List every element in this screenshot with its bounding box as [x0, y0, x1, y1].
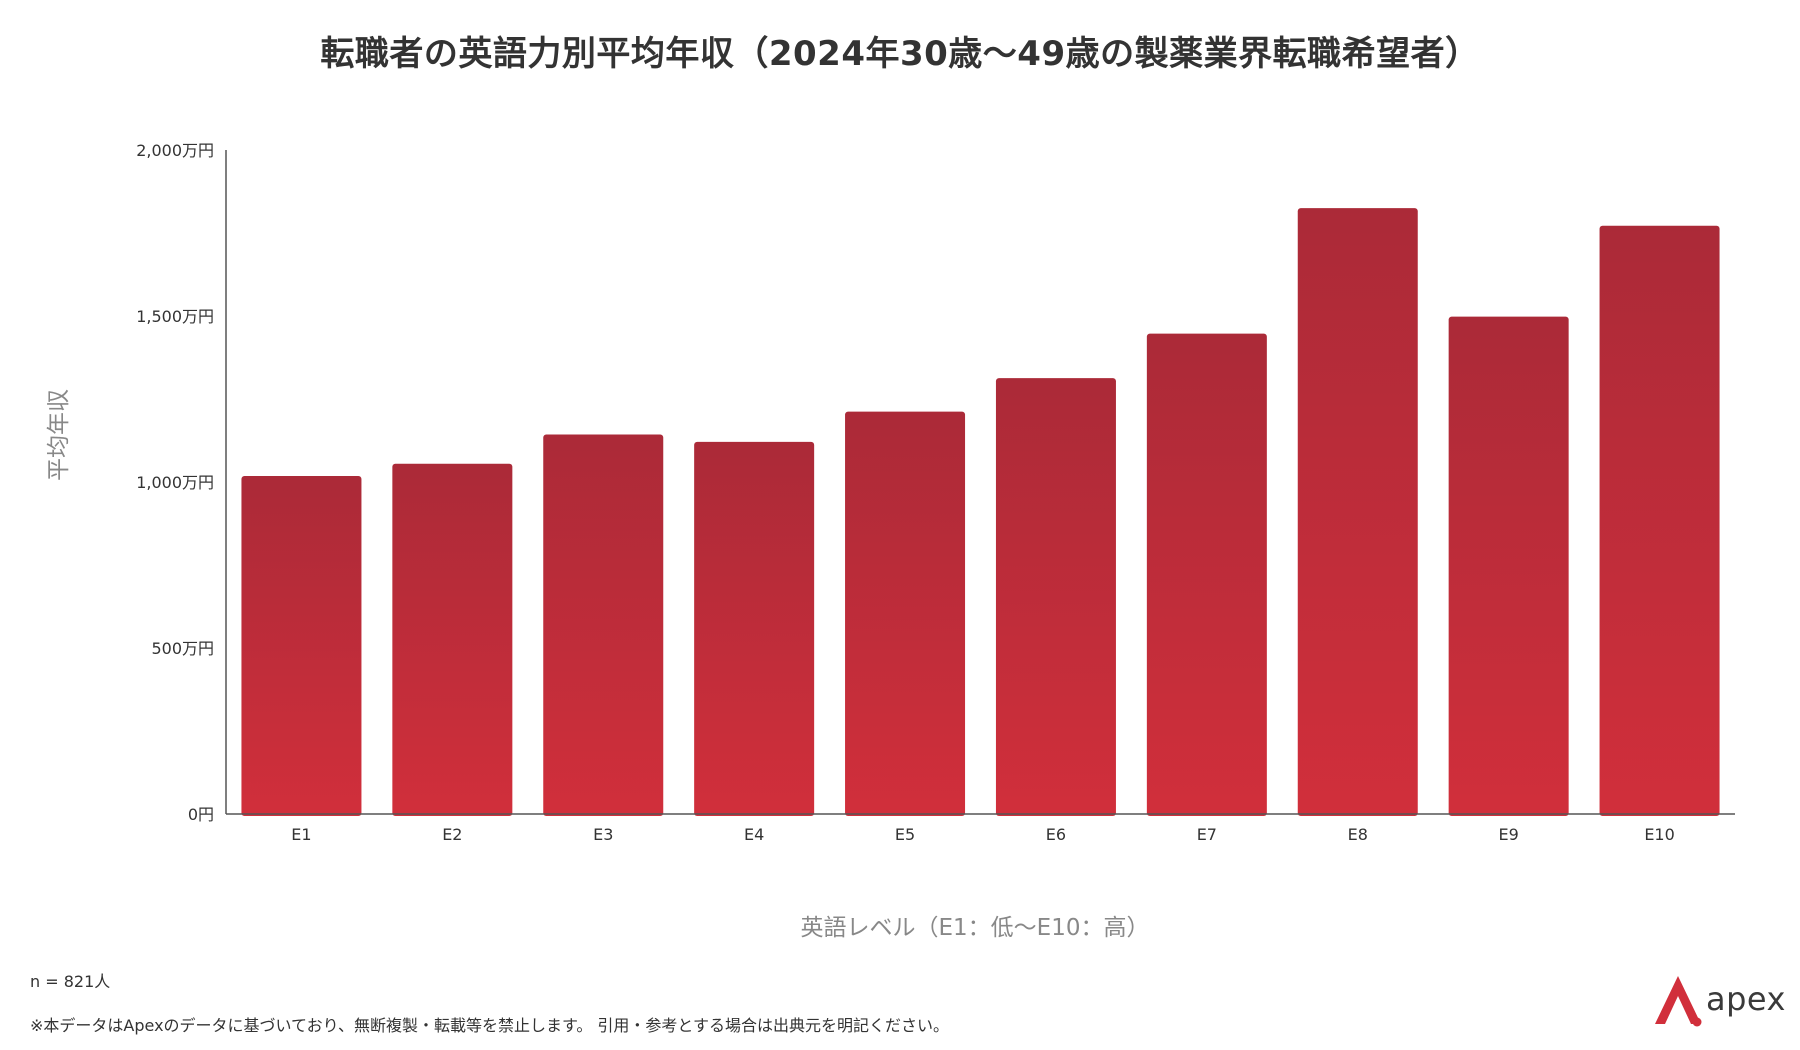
x-tick-label: E9 — [1499, 825, 1519, 844]
y-tick-label: 2,000万円 — [136, 141, 214, 160]
x-tick-label: E4 — [744, 825, 764, 844]
x-tick-label: E2 — [442, 825, 462, 844]
bar-e8 — [1297, 208, 1418, 817]
disclaimer-note: ※本データはApexのデータに基づいており、無断複製・転載等を禁止します。 引用… — [30, 1016, 949, 1035]
bar-e7 — [1146, 333, 1267, 816]
brand-name: apex — [1706, 980, 1786, 1018]
x-tick-label: E10 — [1644, 825, 1674, 844]
bar-e2 — [392, 463, 513, 816]
bar-e10 — [1599, 225, 1720, 817]
sample-size-note: n = 821人 — [30, 972, 111, 991]
ticks-layer: E1 E2 E3 E4 E5 E6 E7 E8 E9 E10 0円 500万円 1,000万円 1,500… — [136, 141, 1675, 844]
x-axis-title: 英語レベル（E1：低〜E10：高） — [801, 915, 1150, 941]
y-tick-label: 1,000万円 — [136, 473, 214, 492]
bars-layer — [241, 208, 1720, 817]
x-tick-label: E6 — [1046, 825, 1066, 844]
bar-e4 — [694, 441, 815, 816]
x-tick-label: E5 — [895, 825, 915, 844]
y-axis-title: 平均年収 — [46, 389, 72, 481]
brand-logo: apex — [1652, 972, 1785, 1032]
chart-title: 転職者の英語力別平均年収（2024年30歳〜49歳の製薬業界転職希望者） — [320, 34, 1480, 74]
x-tick-label: E3 — [593, 825, 613, 844]
y-tick-label: 1,500万円 — [136, 307, 214, 326]
axes-layer — [225, 150, 1735, 815]
x-tick-label: E8 — [1348, 825, 1368, 844]
bar-chart: E1 E2 E3 E4 E5 E6 E7 E8 E9 E10 0円 500万円 1,000万円 1,500… — [46, 141, 1735, 941]
bar-e1 — [241, 476, 362, 816]
x-tick-label: E7 — [1197, 825, 1217, 844]
bar-e9 — [1448, 316, 1569, 816]
bar-e6 — [995, 378, 1116, 816]
y-tick-label: 0円 — [188, 805, 214, 824]
bar-e3 — [543, 434, 664, 816]
apex-logo-icon — [1655, 976, 1702, 1027]
y-tick-label: 500万円 — [151, 639, 214, 658]
bar-e5 — [845, 411, 966, 816]
x-tick-label: E1 — [291, 825, 311, 844]
